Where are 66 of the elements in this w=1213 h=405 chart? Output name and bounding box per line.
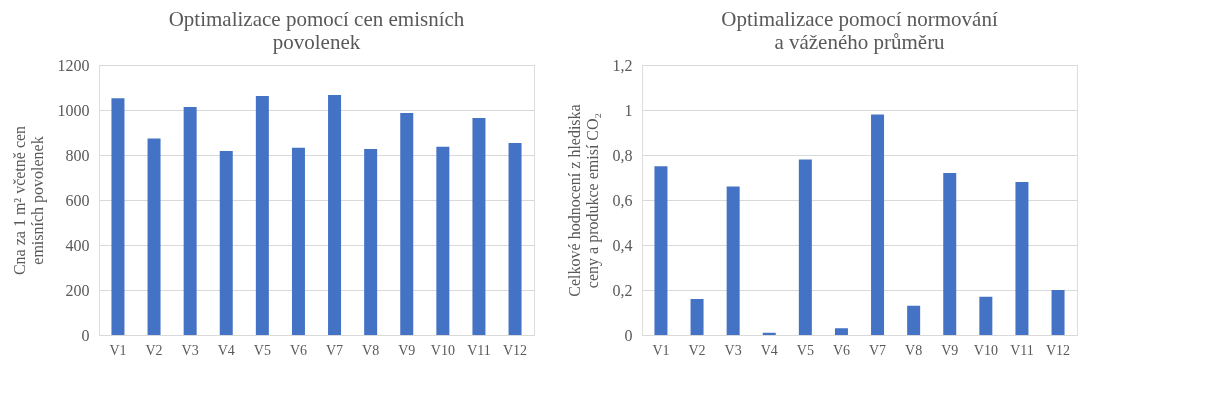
bar <box>400 112 414 335</box>
y-tick-label: 1000 <box>57 101 90 119</box>
y-tick-label: 600 <box>65 191 90 209</box>
x-tick-label: V7 <box>868 342 887 358</box>
bar <box>1015 182 1029 335</box>
y-axis-title: Celkové hodnocení z hlediska ceny a produkce emisí CO₂ <box>565 104 602 297</box>
bar <box>798 159 812 335</box>
x-tick-label: V9 <box>941 342 959 358</box>
bar <box>762 332 776 335</box>
bar <box>472 117 486 335</box>
y-tick-label: 1 <box>624 101 633 119</box>
bar <box>364 148 378 335</box>
chart-title: Optimalizace pomocí normování a váženého průměru <box>721 7 998 54</box>
bar <box>979 296 993 335</box>
x-tick-label: V8 <box>362 342 380 358</box>
x-tick-label: V1 <box>109 342 127 358</box>
x-tick-label: V12 <box>1045 342 1071 358</box>
bar <box>147 138 161 335</box>
bar <box>255 96 269 335</box>
y-tick-label: 0,6 <box>612 191 633 209</box>
y-tick-label: 0 <box>81 326 90 344</box>
x-tick-label: V3 <box>724 342 742 358</box>
bar <box>508 143 522 335</box>
x-tick-label: V11 <box>1010 342 1034 358</box>
bar <box>726 186 740 335</box>
y-axis-title: Cna za 1 m² včetně cen emisních povolenek <box>10 125 47 276</box>
y-tick-label: 400 <box>65 236 90 254</box>
bar <box>328 94 342 335</box>
y-tick-label: 0,4 <box>612 236 633 254</box>
bar <box>834 328 848 335</box>
y-tick-label: 0,8 <box>612 146 633 164</box>
x-tick-label: V4 <box>217 342 235 358</box>
y-tick-label: 0 <box>624 326 633 344</box>
bar <box>111 98 125 335</box>
chart-title: Optimalizace pomocí cen emisních povolenek <box>168 7 465 54</box>
x-tick-label: V3 <box>181 342 199 358</box>
x-tick-label: V11 <box>467 342 491 358</box>
bar <box>219 150 233 335</box>
x-tick-label: V9 <box>398 342 416 358</box>
bar <box>183 107 197 335</box>
bar <box>943 173 957 335</box>
y-tick-label: 800 <box>65 146 90 164</box>
x-tick-label: V6 <box>832 342 851 358</box>
bar <box>654 166 668 335</box>
y-tick-label: 1,2 <box>612 56 633 74</box>
x-tick-label: V4 <box>760 342 778 358</box>
x-tick-label: V6 <box>289 342 308 358</box>
bar <box>690 299 704 335</box>
y-tick-label: 0,2 <box>612 281 633 299</box>
x-tick-label: V10 <box>430 342 455 358</box>
x-tick-label: V2 <box>688 342 706 358</box>
bar <box>1051 290 1065 335</box>
x-tick-label: V8 <box>905 342 923 358</box>
bar <box>871 114 885 335</box>
bar <box>291 147 305 335</box>
bar <box>907 305 921 335</box>
x-tick-label: V5 <box>253 342 271 358</box>
y-tick-label: 1200 <box>57 56 90 74</box>
x-tick-label: V10 <box>973 342 998 358</box>
x-tick-label: V1 <box>652 342 670 358</box>
bar <box>436 146 450 335</box>
x-tick-label: V7 <box>325 342 344 358</box>
y-tick-label: 200 <box>65 281 90 299</box>
x-tick-label: V12 <box>502 342 528 358</box>
x-tick-label: V2 <box>145 342 163 358</box>
x-tick-label: V5 <box>796 342 814 358</box>
